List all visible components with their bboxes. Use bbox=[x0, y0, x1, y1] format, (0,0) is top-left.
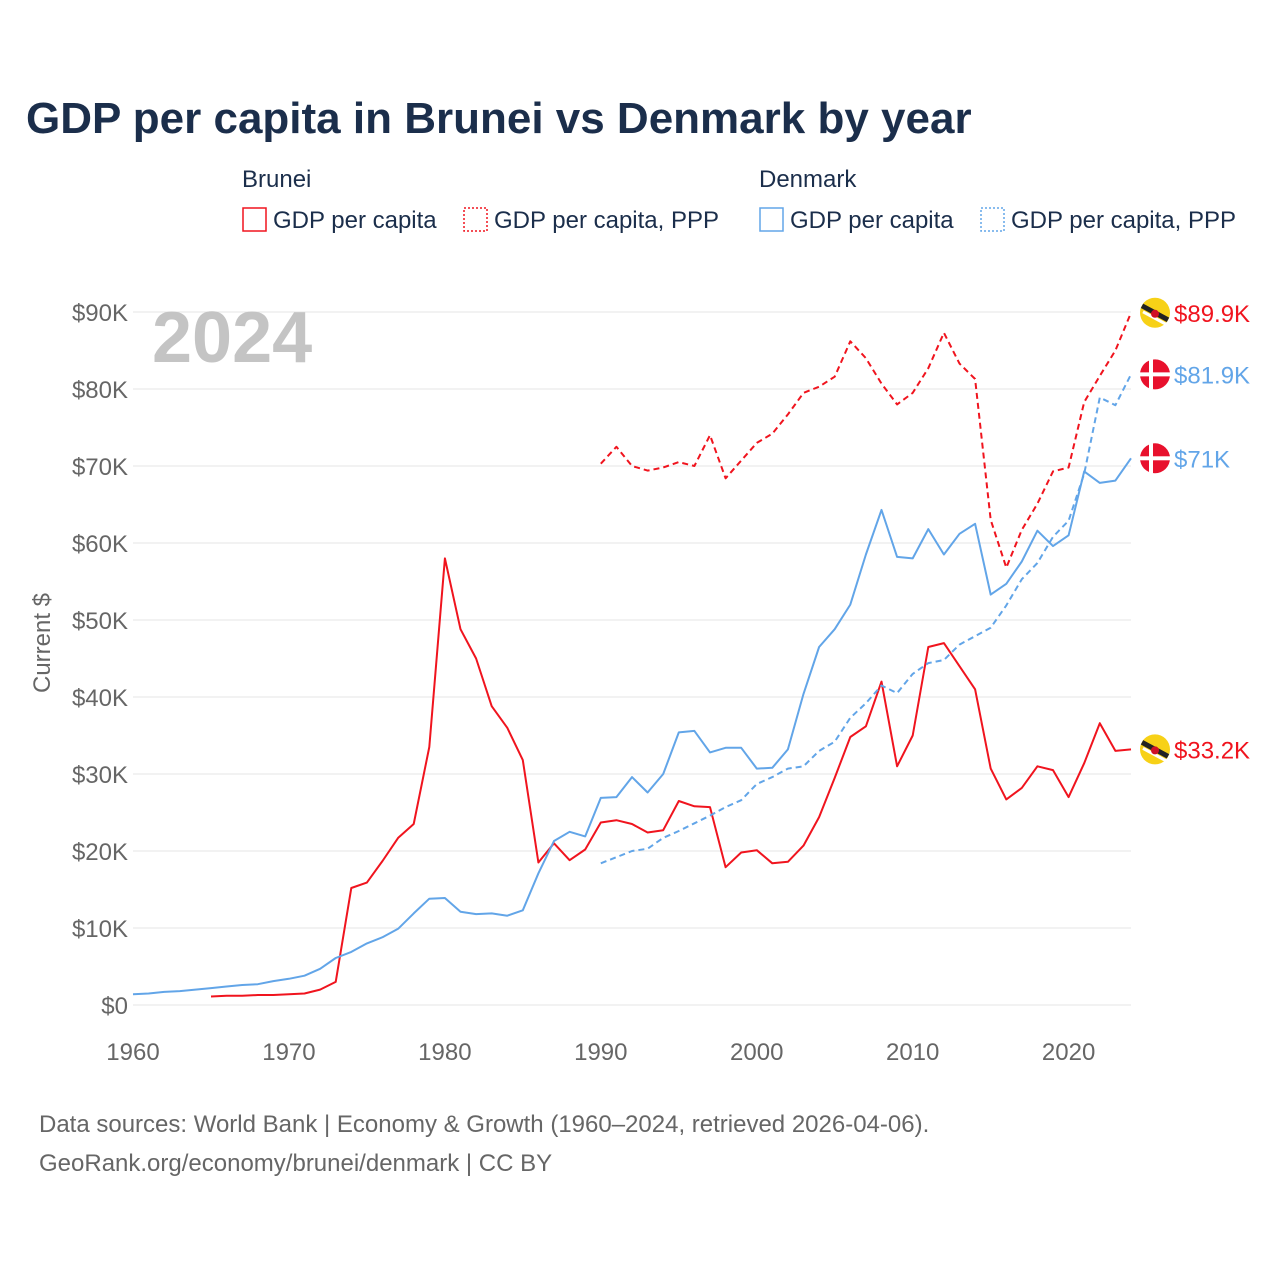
flag-emblem bbox=[1151, 309, 1159, 318]
end-value-label: $71K bbox=[1174, 446, 1230, 473]
x-tick-label: 2020 bbox=[1042, 1039, 1095, 1066]
legend-group-brunei: Brunei bbox=[242, 166, 311, 193]
x-tick-label: 2000 bbox=[730, 1039, 783, 1066]
flag-cross-h bbox=[1140, 456, 1170, 461]
legend-label-denmark-gdp[interactable]: GDP per capita bbox=[790, 207, 954, 234]
source-note: Data sources: World Bank | Economy & Gro… bbox=[39, 1111, 929, 1138]
y-tick-label: $10K bbox=[72, 916, 128, 943]
legend-swatch-brunei-gdp bbox=[242, 207, 267, 232]
flag-denmark-icon bbox=[1140, 359, 1170, 390]
legend-label-brunei-gdp[interactable]: GDP per capita bbox=[273, 207, 437, 234]
x-tick-label: 1960 bbox=[106, 1039, 159, 1066]
chart-title: GDP per capita in Brunei vs Denmark by y… bbox=[26, 94, 972, 143]
flag-cross-h bbox=[1140, 372, 1170, 377]
flag-brunei-icon bbox=[1140, 734, 1170, 765]
year-watermark: 2024 bbox=[152, 298, 312, 378]
legend-label-denmark-ppp[interactable]: GDP per capita, PPP bbox=[1011, 207, 1236, 234]
legend-group-denmark: Denmark bbox=[759, 166, 857, 193]
y-tick-label: $30K bbox=[72, 762, 128, 789]
flag-emblem bbox=[1151, 746, 1159, 755]
series-line-brunei-gdp bbox=[210, 557, 1132, 998]
legend-label-brunei-ppp[interactable]: GDP per capita, PPP bbox=[494, 207, 719, 234]
x-tick-label: 2010 bbox=[886, 1039, 939, 1066]
y-tick-label: $0 bbox=[101, 993, 128, 1020]
legend-swatch-denmark-gdp bbox=[759, 207, 784, 232]
y-tick-label: $60K bbox=[72, 531, 128, 558]
end-value-label: $81.9K bbox=[1174, 362, 1250, 389]
y-tick-label: $50K bbox=[72, 608, 128, 635]
y-tick-label: $20K bbox=[72, 839, 128, 866]
y-tick-label: $40K bbox=[72, 685, 128, 712]
end-value-label: $89.9K bbox=[1174, 301, 1250, 328]
y-axis-label: Current $ bbox=[29, 593, 56, 693]
series-line-denmark-gdp bbox=[132, 457, 1132, 996]
x-tick-label: 1980 bbox=[418, 1039, 471, 1066]
y-tick-label: $90K bbox=[72, 300, 128, 327]
x-tick-label: 1990 bbox=[574, 1039, 627, 1066]
flag-brunei-icon bbox=[1140, 297, 1170, 328]
credit-note[interactable]: GeoRank.org/economy/brunei/denmark | CC … bbox=[39, 1150, 552, 1177]
legend-swatch-denmark-ppp bbox=[980, 207, 1005, 232]
flag-stripe-white bbox=[1142, 310, 1168, 327]
flag-denmark-icon bbox=[1140, 443, 1170, 474]
legend-swatch-brunei-ppp bbox=[463, 207, 488, 232]
y-tick-label: $80K bbox=[72, 377, 128, 404]
flag-stripe-white bbox=[1142, 747, 1168, 763]
series-line-brunei-ppp bbox=[600, 312, 1132, 569]
x-tick-label: 1970 bbox=[262, 1039, 315, 1066]
end-value-label: $33.2K bbox=[1174, 737, 1250, 764]
y-tick-label: $70K bbox=[72, 454, 128, 481]
series-line-denmark-ppp bbox=[600, 373, 1132, 865]
